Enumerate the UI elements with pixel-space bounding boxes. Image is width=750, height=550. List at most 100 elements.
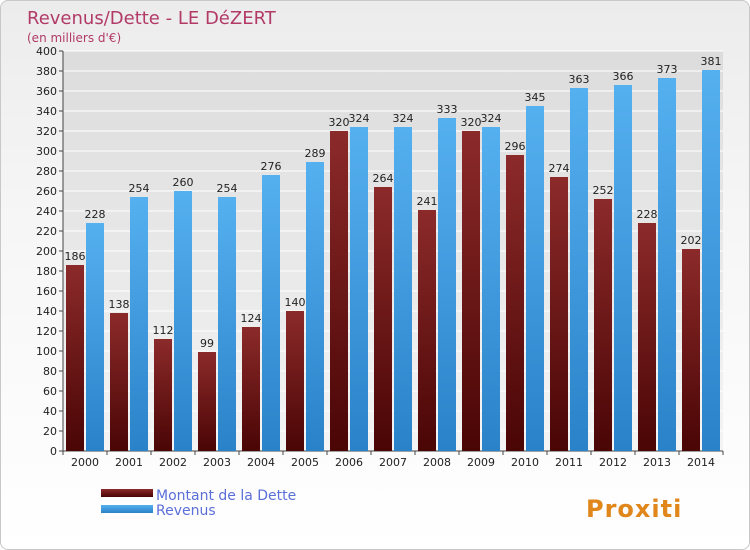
legend-swatch-debt (101, 489, 153, 497)
data-label-dette: 228 (637, 208, 658, 221)
data-label-revenus: 366 (613, 70, 634, 83)
data-label-dette: 252 (593, 184, 614, 197)
data-label-revenus: 254 (217, 182, 238, 195)
plot-area: 0 20 40 60 80 100 120 140 160 180 200 220 240 260 280 3… (36, 45, 724, 469)
data-label-revenus: 363 (569, 73, 590, 86)
x-tick-label: 2005 (291, 456, 319, 469)
y-tick-label: 220 (36, 225, 57, 238)
x-tick-label: 2006 (335, 456, 363, 469)
data-label-dette: 138 (109, 298, 130, 311)
data-label-dette: 140 (285, 296, 306, 309)
bar-revenus (614, 85, 632, 451)
data-label-dette: 186 (65, 250, 86, 263)
y-tick-label: 80 (43, 365, 57, 378)
bar-revenus (482, 127, 500, 451)
x-tick-label: 2004 (247, 456, 275, 469)
x-tick-label: 2010 (511, 456, 539, 469)
data-label-revenus: 324 (349, 112, 370, 125)
bar-revenus (438, 118, 456, 451)
bar-dette (242, 327, 260, 451)
bar-dette (110, 313, 128, 451)
y-tick-label: 100 (36, 345, 57, 358)
proxiti-logo: Proxiti (586, 495, 682, 523)
y-tick-label: 120 (36, 325, 57, 338)
x-tick-label: 2007 (379, 456, 407, 469)
bar-dette (506, 155, 524, 451)
bar-dette (374, 187, 392, 451)
data-label-revenus: 324 (393, 112, 414, 125)
bar-revenus (394, 127, 412, 451)
bar-dette (198, 352, 216, 451)
data-label-dette: 112 (153, 324, 174, 337)
y-tick-label: 360 (36, 85, 57, 98)
y-tick-label: 20 (43, 425, 57, 438)
bar-revenus (526, 106, 544, 451)
y-tick-label: 200 (36, 245, 57, 258)
legend-swatch-revenus (101, 505, 153, 513)
bar-dette (462, 131, 480, 451)
data-label-revenus: 260 (173, 176, 194, 189)
x-tick-label: 2002 (159, 456, 187, 469)
data-label-revenus: 333 (437, 103, 458, 116)
y-tick-label: 260 (36, 185, 57, 198)
data-label-revenus: 324 (481, 112, 502, 125)
data-label-dette: 241 (417, 195, 438, 208)
y-tick-label: 240 (36, 205, 57, 218)
bar-dette (418, 210, 436, 451)
data-label-dette: 124 (241, 312, 262, 325)
bar-revenus (570, 88, 588, 451)
legend-label-debt: Montant de la Dette (156, 488, 296, 504)
bar-revenus (702, 70, 720, 451)
y-tick-label: 280 (36, 165, 57, 178)
bar-revenus (218, 197, 236, 451)
bar-dette (682, 249, 700, 451)
y-tick-label: 180 (36, 265, 57, 278)
data-label-dette: 202 (681, 234, 702, 247)
y-tick-label: 300 (36, 145, 57, 158)
bar-dette (154, 339, 172, 451)
chart-title: Revenus/Dette - LE DéZERT (27, 8, 277, 29)
bar-dette (330, 131, 348, 451)
legend: Montant de la Dette Revenus (101, 488, 296, 519)
legend-label-revenus: Revenus (156, 503, 216, 519)
bar-revenus (86, 223, 104, 451)
x-tick-label: 2012 (599, 456, 627, 469)
bar-revenus (174, 191, 192, 451)
bar-dette (594, 199, 612, 451)
data-label-revenus: 276 (261, 160, 282, 173)
y-tick-label: 400 (36, 45, 57, 58)
y-tick-label: 0 (50, 445, 57, 458)
y-tick-label: 340 (36, 105, 57, 118)
data-label-revenus: 228 (85, 208, 106, 221)
data-label-dette: 274 (549, 162, 570, 175)
chart-subtitle: (en milliers d'€) (27, 31, 121, 45)
bar-revenus (262, 175, 280, 451)
bar-dette (638, 223, 656, 451)
data-label-revenus: 373 (657, 63, 678, 76)
y-tick-label: 380 (36, 65, 57, 78)
x-tick-label: 2013 (643, 456, 671, 469)
y-tick-label: 60 (43, 385, 57, 398)
data-label-dette: 320 (461, 116, 482, 129)
x-tick-label: 2003 (203, 456, 231, 469)
x-tick-label: 2009 (467, 456, 495, 469)
y-tick-label: 320 (36, 125, 57, 138)
bar-dette (286, 311, 304, 451)
bar-dette (66, 265, 84, 451)
data-label-revenus: 381 (701, 55, 722, 68)
y-tick-label: 140 (36, 305, 57, 318)
x-tick-label: 2014 (687, 456, 715, 469)
data-label-dette: 264 (373, 172, 394, 185)
bar-revenus (658, 78, 676, 451)
y-tick-label: 40 (43, 405, 57, 418)
y-tick-label: 160 (36, 285, 57, 298)
bar-revenus (306, 162, 324, 451)
x-tick-label: 2011 (555, 456, 583, 469)
bar-revenus (130, 197, 148, 451)
bar-dette (550, 177, 568, 451)
data-label-revenus: 254 (129, 182, 150, 195)
data-label-dette: 99 (200, 337, 214, 350)
bar-revenus (350, 127, 368, 451)
x-tick-label: 2001 (115, 456, 143, 469)
